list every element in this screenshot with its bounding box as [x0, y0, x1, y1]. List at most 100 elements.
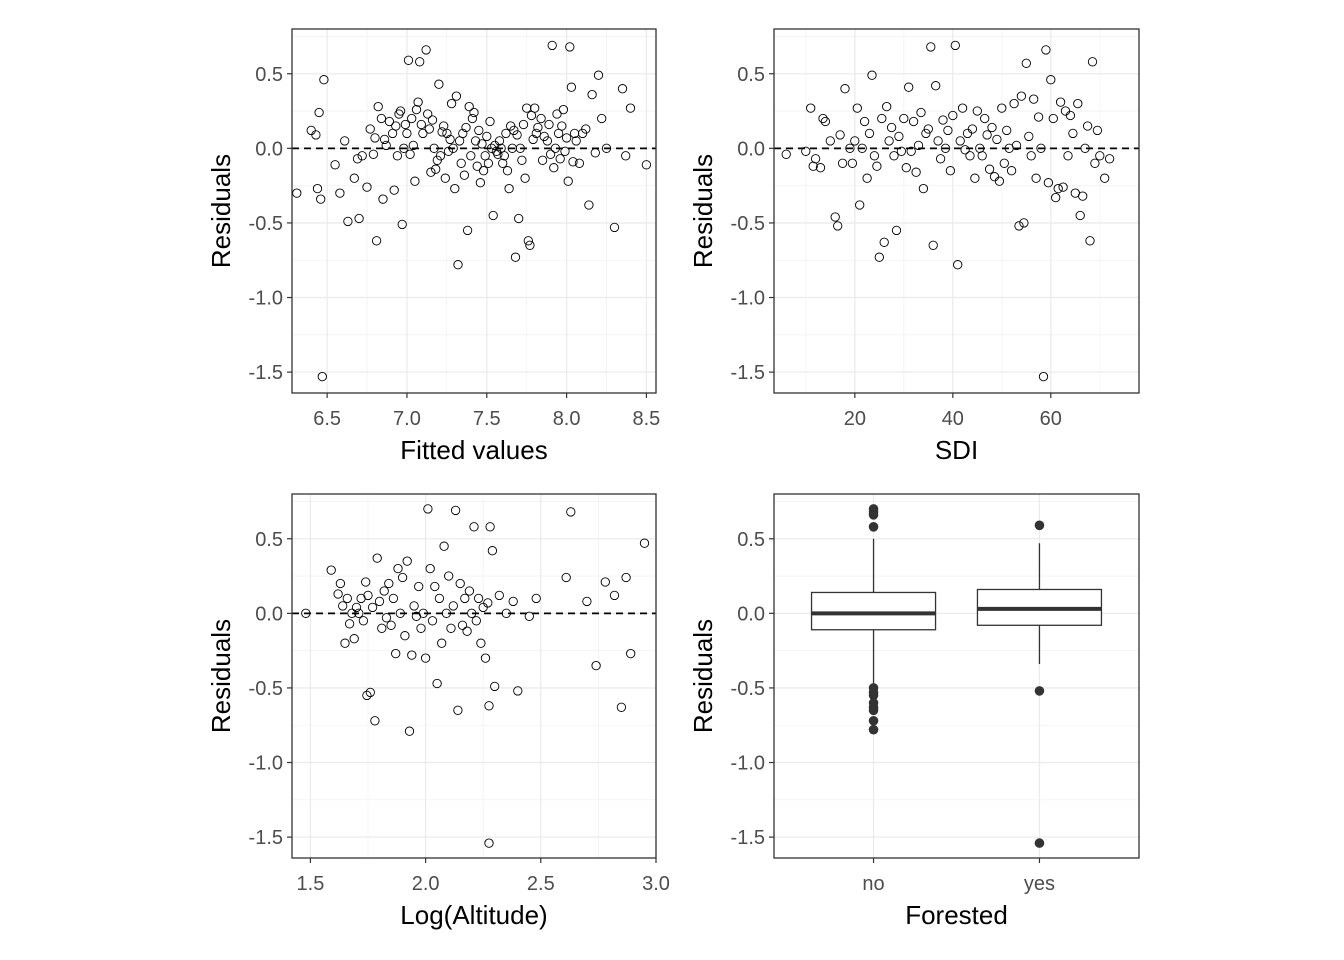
data-point: [464, 101, 474, 112]
data-point: [928, 240, 938, 250]
panel-border: [291, 28, 657, 394]
data-point: [411, 104, 422, 115]
data-point: [896, 146, 907, 156]
data-point: [311, 130, 321, 140]
data-point: [980, 113, 990, 124]
data-point: [340, 136, 350, 146]
data-point: [1019, 218, 1029, 228]
data-point: [1009, 98, 1019, 109]
data-point: [531, 593, 541, 604]
data-point: [616, 702, 627, 712]
data-point: [781, 149, 791, 159]
data-point: [445, 134, 455, 145]
data-point: [837, 158, 848, 168]
data-point: [1058, 182, 1068, 192]
y-tick-label: 0.5: [737, 64, 765, 86]
x-tick-label: 7.0: [393, 408, 421, 430]
data-point: [379, 586, 389, 596]
data-point: [568, 157, 578, 167]
data-point: [471, 616, 481, 626]
y-tick-label: -0.5: [731, 213, 765, 235]
data-point: [597, 113, 607, 124]
data-point: [625, 103, 636, 113]
data-point: [453, 260, 463, 270]
data-point: [950, 40, 960, 51]
data-point: [830, 212, 840, 222]
data-point: [513, 686, 523, 696]
data-point: [450, 505, 461, 516]
data-point: [994, 176, 1005, 186]
data-point: [542, 136, 553, 146]
data-point: [312, 183, 323, 194]
data-point: [862, 173, 872, 183]
data-point: [460, 593, 470, 604]
data-point: [641, 160, 652, 170]
data-point: [494, 590, 504, 601]
data-point: [427, 115, 438, 125]
data-point: [381, 613, 392, 623]
data-point: [948, 110, 958, 121]
x-tick-label: no: [862, 873, 884, 895]
x-tick-label: 20: [844, 408, 866, 430]
data-point: [970, 173, 980, 183]
data-point: [408, 140, 418, 151]
data-point: [458, 128, 468, 139]
data-point: [494, 136, 505, 146]
data-point: [904, 82, 914, 92]
data-point: [403, 55, 414, 65]
data-point: [584, 200, 594, 210]
data-point: [395, 106, 406, 116]
x-tick-label: 6.5: [313, 408, 341, 430]
data-point: [997, 103, 1007, 113]
data-point: [1046, 75, 1056, 85]
data-point: [420, 653, 431, 663]
panel-border: [773, 493, 1140, 859]
data-point: [352, 154, 363, 164]
data-point: [833, 221, 843, 231]
data-point: [394, 109, 404, 119]
data-point: [545, 149, 556, 159]
data-point: [453, 705, 463, 715]
data-point: [899, 113, 909, 124]
data-point: [335, 578, 346, 589]
data-point: [434, 79, 444, 89]
data-point: [872, 161, 882, 171]
data-point: [501, 128, 511, 139]
data-point: [319, 75, 329, 85]
data-point: [358, 616, 369, 626]
data-point: [945, 166, 956, 176]
data-point: [574, 158, 585, 168]
y-tick-label: 0.0: [737, 603, 765, 625]
y-tick-label: -0.5: [731, 678, 765, 700]
data-point: [911, 167, 921, 177]
data-point: [840, 84, 850, 94]
y-tick-label: -0.5: [249, 213, 283, 235]
data-point: [437, 127, 447, 137]
data-point: [437, 638, 447, 648]
x-tick-label: 8.0: [553, 408, 581, 430]
data-point: [484, 838, 494, 848]
data-point: [470, 136, 481, 146]
data-point: [987, 122, 997, 133]
data-point: [626, 648, 636, 659]
data-point: [410, 176, 420, 186]
panel-border: [773, 28, 1140, 394]
data-point: [886, 122, 897, 133]
data-point: [351, 602, 362, 613]
data-point: [520, 173, 530, 183]
data-point: [565, 42, 575, 52]
data-point: [524, 611, 534, 621]
data-point: [547, 40, 557, 51]
y-tick-label: 0.0: [255, 603, 283, 625]
outlier-point: [868, 705, 879, 716]
data-point: [477, 139, 487, 149]
data-point: [877, 113, 887, 124]
y-tick-label: -1.0: [249, 288, 283, 310]
data-point: [371, 236, 382, 246]
data-point: [427, 616, 438, 626]
y-tick-label: 0.0: [255, 138, 283, 160]
data-point: [405, 149, 415, 159]
data-point: [523, 236, 533, 246]
x-tick-label: yes: [1024, 873, 1055, 895]
y-axis-title: Residuals: [688, 154, 718, 268]
